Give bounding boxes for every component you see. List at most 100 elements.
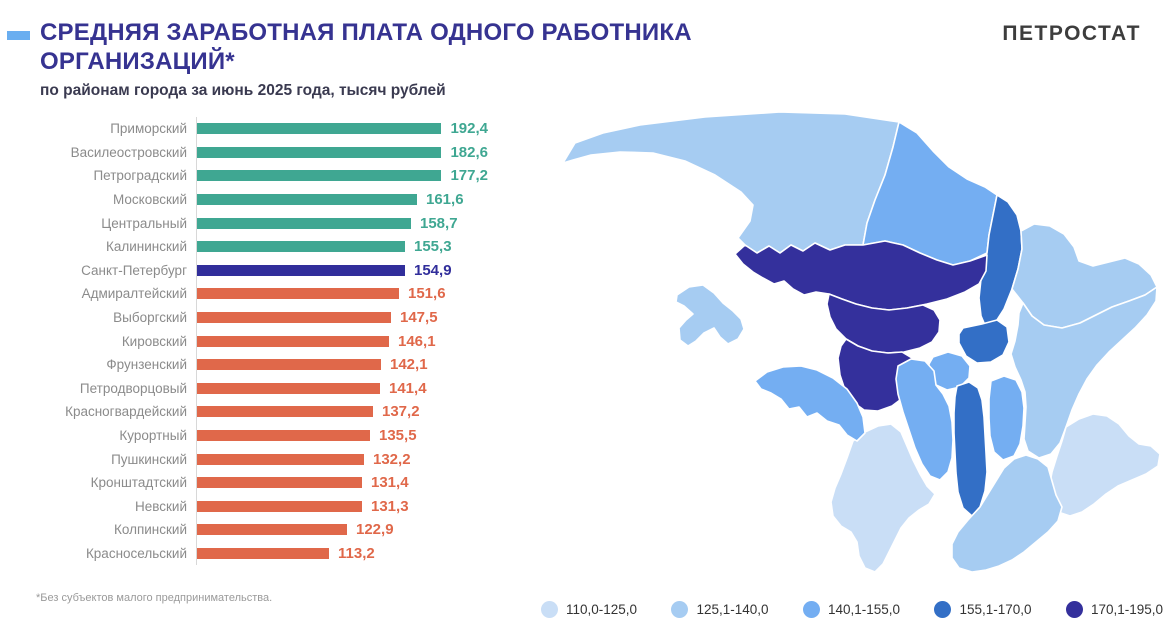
district-label: Василеостровский: [70, 144, 187, 160]
district-label: Фрунзенский: [106, 357, 187, 373]
bar-row: Василеостровский 182,6: [8, 140, 538, 165]
bar-row: Санкт-Петербург 154,9: [8, 258, 538, 283]
bar-fill: [197, 288, 399, 300]
bar-row: Московский 161,6: [8, 187, 538, 212]
bar-track: 146,1: [196, 329, 488, 353]
district-map: [545, 95, 1165, 585]
bar-value: 132,2: [373, 450, 411, 468]
map-legend: 110,0-125,0 125,1-140,0 140,1-155,0 155,1-1…: [541, 601, 1163, 618]
district-label: Приморский: [110, 121, 187, 137]
bar-track: 137,2: [196, 400, 488, 424]
district-label: Петродворцовый: [79, 380, 187, 396]
bar-value: 146,1: [398, 332, 436, 350]
legend-item: 155,1-170,0: [934, 601, 1032, 618]
bar-value: 177,2: [450, 167, 488, 185]
district-shape-petrogradsky: [826, 293, 941, 354]
legend-swatch-icon: [1065, 601, 1083, 618]
bar-value: 113,2: [338, 544, 375, 562]
bar-value: 155,3: [414, 238, 452, 256]
page-subtitle: по районам города за июнь 2025 года, тыс…: [40, 82, 446, 99]
bar-value: 147,5: [400, 309, 438, 327]
district-shape-kirovsky: [895, 358, 954, 481]
bar-fill: [197, 453, 364, 465]
bar-track: 141,4: [196, 376, 488, 401]
bar-track: 154,9: [196, 258, 488, 283]
bar-fill: [197, 146, 442, 158]
district-shape-vasileostrovsky: [837, 338, 916, 412]
district-label: Санкт-Петербург: [81, 262, 187, 278]
bar-row: Приморский 192,4: [8, 117, 538, 141]
bar-track: 147,5: [196, 305, 488, 330]
bar-row: Курортный 135,5: [8, 423, 538, 448]
bar-fill: [197, 359, 381, 371]
petrostat-logo: ПЕТРОСТАТ: [1002, 22, 1141, 45]
bar-value: 192,4: [450, 120, 488, 138]
legend-label: 125,1-140,0: [696, 602, 769, 617]
district-label: Невский: [134, 498, 187, 514]
bar-value: 161,6: [426, 191, 464, 209]
bar-row: Кронштадтский 131,4: [8, 470, 538, 495]
bar-value: 151,6: [408, 285, 446, 303]
bar-value: 142,1: [390, 356, 428, 374]
district-label: Московский: [113, 192, 187, 208]
accent-dash-icon: [7, 31, 30, 40]
bar-fill: [197, 123, 442, 135]
district-label: Пушкинский: [111, 451, 187, 467]
district-label: Колпинский: [114, 522, 187, 538]
district-shape-petrodvortsovy: [754, 365, 866, 442]
legend-swatch-icon: [541, 601, 558, 618]
bar-track: 177,2: [196, 164, 488, 188]
bar-chart: Приморский 192,4 Василеостровский 182,6 Петр…: [8, 117, 538, 566]
district-label: Красногвардейский: [65, 404, 187, 420]
legend-label: 140,1-155,0: [827, 602, 901, 617]
bar-value: 131,3: [371, 497, 409, 515]
bar-fill: [197, 430, 370, 442]
bar-fill: [197, 406, 373, 418]
bar-row: Выборгский 147,5: [8, 305, 538, 330]
bar-rows: Приморский 192,4 Василеостровский 182,6 Петр…: [8, 117, 538, 566]
district-label: Центральный: [101, 215, 187, 231]
bar-track: 161,6: [196, 187, 488, 212]
bar-track: 131,4: [196, 470, 488, 495]
district-shape-kurortny: [562, 111, 900, 254]
bar-track: 113,2: [196, 541, 488, 566]
bar-fill: [197, 524, 347, 536]
district-shape-centralny: [958, 319, 1010, 364]
district-shape-kolpinsky: [1048, 413, 1161, 517]
bar-track: 151,6: [196, 282, 488, 306]
bar-fill: [197, 477, 362, 489]
legend-item: 170,1-195,0: [1065, 601, 1163, 618]
footnote: *Без субъектов малого предпринимательств…: [36, 592, 273, 604]
bar-value: 154,9: [414, 261, 452, 279]
district-label: Адмиралтейский: [81, 286, 187, 302]
bar-fill: [197, 547, 329, 559]
bar-fill: [197, 312, 391, 324]
district-label: Петроградский: [93, 168, 187, 184]
bar-row: Красногвардейский 137,2: [8, 400, 538, 424]
district-shape-kronshtadtsky: [675, 284, 745, 347]
bar-row: Фрунзенский 142,1: [8, 352, 538, 377]
legend-item: 140,1-155,0: [802, 601, 901, 618]
bar-track: 131,3: [196, 494, 488, 519]
district-label: Красносельский: [85, 545, 187, 561]
legend-item: 125,1-140,0: [671, 601, 769, 618]
bar-row: Кировский 146,1: [8, 329, 538, 353]
bar-row: Калининский 155,3: [8, 234, 538, 259]
bar-row: Пушкинский 132,2: [8, 447, 538, 471]
bar-fill: [197, 217, 411, 229]
bar-value: 122,9: [356, 521, 394, 539]
district-shape-primorsky: [734, 240, 988, 311]
bar-row: Центральный 158,7: [8, 211, 538, 235]
bar-fill: [197, 500, 362, 512]
bar-track: 122,9: [196, 518, 488, 542]
district-label: Выборгский: [113, 310, 187, 326]
bar-track: 135,5: [196, 423, 488, 448]
bar-fill: [197, 241, 405, 253]
bar-track: 142,1: [196, 352, 488, 377]
bar-value: 141,4: [389, 379, 427, 397]
district-label: Кировский: [121, 333, 187, 349]
bar-row: Адмиралтейский 151,6: [8, 282, 538, 306]
bar-value: 137,2: [382, 403, 420, 421]
bar-row: Колпинский 122,9: [8, 518, 538, 542]
